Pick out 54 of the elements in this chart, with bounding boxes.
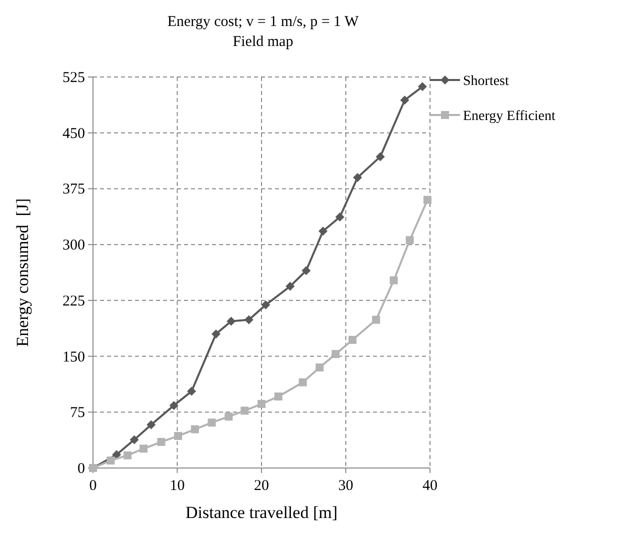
point xyxy=(226,316,236,326)
point xyxy=(406,236,414,244)
point xyxy=(130,435,139,444)
point xyxy=(318,226,328,236)
y-axis-title: Energy consumed [J] xyxy=(13,198,32,347)
point xyxy=(190,425,199,434)
y-tick-label: 225 xyxy=(62,293,85,310)
point xyxy=(124,451,132,460)
point xyxy=(146,420,156,430)
chart-title: Energy cost; v = 1 m/s, p = 1 W xyxy=(167,14,360,30)
point xyxy=(400,96,410,105)
x-tick-label: 0 xyxy=(89,478,97,494)
y-tick-label: 0 xyxy=(78,461,85,477)
point xyxy=(258,400,266,408)
point xyxy=(140,444,148,453)
point xyxy=(372,316,380,324)
point xyxy=(423,196,432,204)
point xyxy=(390,276,398,284)
point xyxy=(316,363,324,372)
x-tick-label: 20 xyxy=(254,478,269,494)
point xyxy=(376,152,385,162)
point xyxy=(418,82,427,92)
point xyxy=(212,329,221,338)
point xyxy=(261,300,270,310)
point xyxy=(286,282,295,291)
y-tick-label: 450 xyxy=(62,126,85,142)
point xyxy=(240,406,249,415)
point xyxy=(353,173,362,182)
point xyxy=(224,412,233,421)
point xyxy=(335,212,344,222)
y-tick-label: 150 xyxy=(62,349,85,366)
y-tick-label: 300 xyxy=(62,238,85,254)
legend-label: Shortest xyxy=(463,74,509,89)
point xyxy=(208,418,216,427)
x-tick-label: 40 xyxy=(422,478,438,494)
point xyxy=(348,336,356,344)
chart-subtitle: Field map xyxy=(232,34,294,50)
point xyxy=(187,386,196,396)
point xyxy=(274,392,282,401)
point xyxy=(174,432,182,440)
x-tick-label: 10 xyxy=(170,478,185,494)
y-tick-label: 375 xyxy=(62,182,85,198)
x-tick-label: 30 xyxy=(338,478,354,494)
x-axis-title: Distance travelled [m] xyxy=(186,503,338,522)
legend-label: Energy Efficient xyxy=(463,109,556,124)
y-tick-label: 525 xyxy=(62,70,85,86)
point xyxy=(298,378,307,386)
point xyxy=(157,438,166,446)
y-tick-label: 75 xyxy=(70,405,85,422)
point xyxy=(169,400,178,410)
point xyxy=(332,350,340,358)
point xyxy=(244,315,254,324)
point xyxy=(302,266,311,276)
point xyxy=(106,456,115,465)
